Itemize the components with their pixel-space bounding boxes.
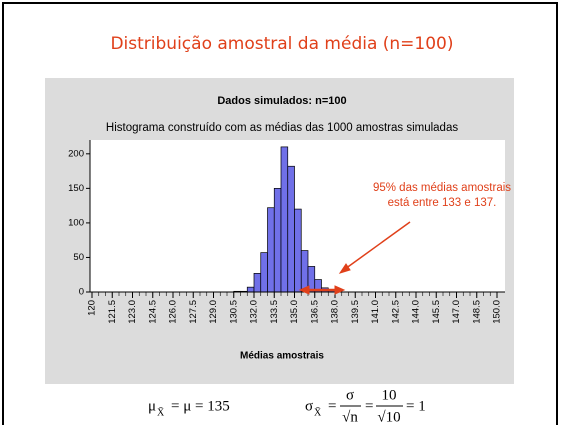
histogram-bar xyxy=(287,165,295,293)
histogram-bar xyxy=(273,188,282,293)
chart-subtitle: Histograma construído com as médias das … xyxy=(106,122,458,134)
x-tick-label: 133.5 xyxy=(269,300,280,324)
histogram-bar xyxy=(280,146,289,293)
x-tick-label: 132.0 xyxy=(249,300,260,324)
plot: 0 50 100 150 200 120 121.5 123.0 124.5 126.0 127.5… xyxy=(68,140,505,324)
x-tick-label: 139.5 xyxy=(350,300,361,324)
x-tick-label: 145.5 xyxy=(431,300,442,324)
histogram-bar xyxy=(260,252,268,293)
x-tick-label: 147.0 xyxy=(451,300,462,324)
arrow-head xyxy=(338,263,351,274)
x-tick-label: 136.5 xyxy=(309,300,320,324)
x-tick-label: 120 xyxy=(87,300,98,316)
x-tick-label: 148.5 xyxy=(471,300,482,324)
x-axis-label: Médias amostrais xyxy=(240,351,324,362)
histogram-bar xyxy=(294,208,302,293)
x-tick-label: 127.5 xyxy=(188,300,199,324)
histogram-bar xyxy=(267,207,275,293)
x-tick-label: 126.0 xyxy=(168,300,179,324)
formulas: μ X̄ = μ = 135 σ X̄ = σ √n = 10 √10 = 1 xyxy=(148,387,426,425)
sd-eq2: = xyxy=(365,398,373,414)
histogram-bar xyxy=(246,286,255,293)
mu-symbol: μ xyxy=(148,398,156,414)
sd-num2: 10 xyxy=(382,387,397,403)
annotation: 95% das médias amostrais está entre 133 e… xyxy=(373,182,511,209)
slide-title: Distribuição amostral da média (n=100) xyxy=(110,34,453,54)
x-tick-label: 123.0 xyxy=(127,300,138,324)
slide-frame xyxy=(2,2,558,425)
histogram-bar xyxy=(253,272,262,293)
y-tick-label: 100 xyxy=(68,217,84,228)
y-tick-label: 50 xyxy=(73,252,84,263)
histogram-bar xyxy=(300,250,309,293)
x-tick-label: 141.0 xyxy=(370,300,381,324)
x-tick-label: 124.5 xyxy=(147,300,158,324)
x-tick-label: 144.0 xyxy=(411,300,422,324)
mu-sub: X̄ xyxy=(157,406,165,418)
x-tick-label: 130.5 xyxy=(228,300,239,324)
y-tick-label: 0 xyxy=(79,287,84,298)
y-tick-label: 200 xyxy=(68,148,84,159)
sd-eq3: = 1 xyxy=(406,398,426,414)
x-tick-label: 135.0 xyxy=(289,300,300,324)
x-tick-label: 142.5 xyxy=(390,300,401,324)
sd-sub: X̄ xyxy=(314,406,322,418)
sd-den1: √n xyxy=(342,409,358,425)
mu-rest: = μ = 135 xyxy=(171,398,230,414)
x-tick-label: 150.0 xyxy=(492,300,503,324)
arrow-line xyxy=(344,221,411,270)
annotation-arrows xyxy=(298,221,411,295)
range-arrow-heads xyxy=(298,285,346,295)
chart-title: Dados simulados: n=100 xyxy=(217,95,346,107)
x-tick-label: 121.5 xyxy=(107,300,118,324)
x-tick-label: 138.0 xyxy=(330,300,341,324)
x-tick-label: 129.0 xyxy=(208,300,219,324)
sd-den2: √10 xyxy=(377,409,400,425)
y-tick-label: 150 xyxy=(68,183,84,194)
sd-num1: σ xyxy=(346,387,354,403)
sd-eq1: = xyxy=(328,398,336,414)
sd-symbol: σ xyxy=(305,398,313,414)
